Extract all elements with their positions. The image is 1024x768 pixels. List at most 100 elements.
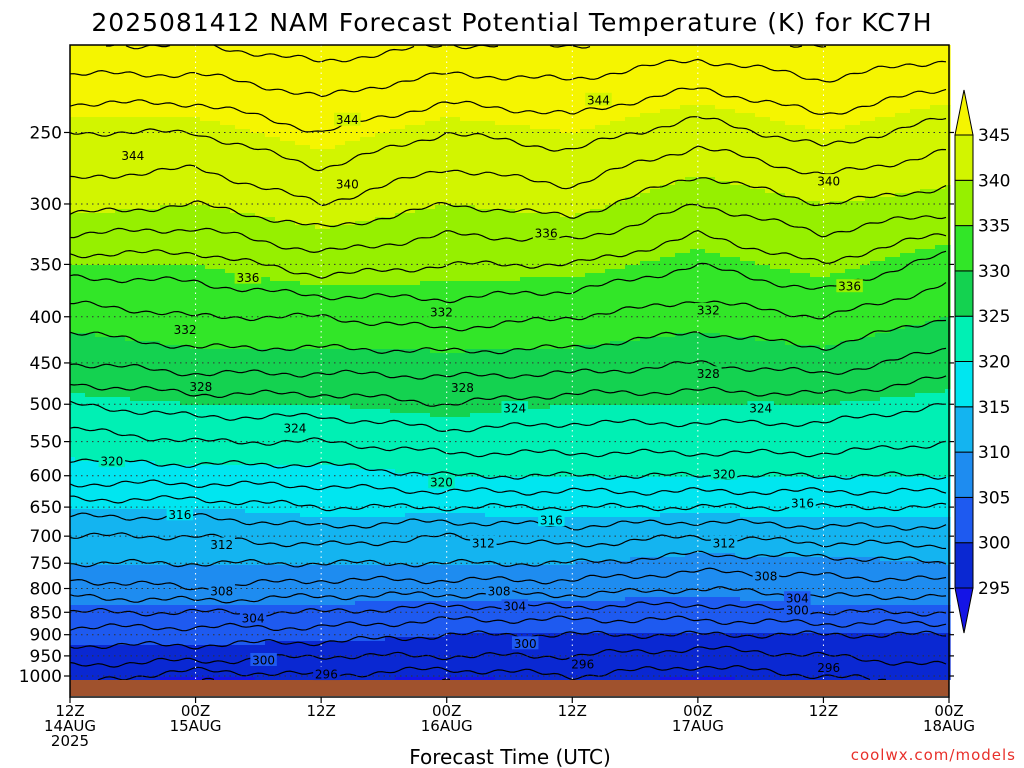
theta-fill-cell [855, 605, 861, 634]
theta-fill-cell [690, 597, 696, 634]
theta-fill-cell [585, 561, 591, 602]
theta-fill-cell [800, 125, 806, 202]
y-tick-label: 300 [30, 195, 62, 215]
theta-fill-cell [495, 413, 501, 478]
theta-fill-cell [650, 557, 656, 598]
theta-fill-cell [520, 409, 526, 478]
theta-fill-cell [770, 45, 776, 122]
theta-fill-cell [105, 461, 111, 510]
theta-fill-cell [250, 45, 256, 134]
theta-fill-cell [90, 509, 96, 566]
theta-fill-cell [445, 477, 451, 514]
theta-fill-cell [705, 253, 711, 334]
theta-fill-cell [450, 45, 456, 118]
theta-fill-cell [945, 517, 951, 566]
theta-fill-cell [215, 509, 221, 566]
theta-fill-cell [760, 45, 766, 118]
theta-fill-cell [875, 605, 881, 634]
theta-fill-cell [475, 565, 481, 602]
theta-fill-cell [625, 633, 631, 680]
theta-contour-312 [69, 532, 947, 550]
theta-fill-cell [120, 265, 126, 338]
theta-fill-cell [840, 341, 846, 402]
theta-fill-cell [910, 605, 916, 634]
theta-fill-cell [305, 285, 311, 350]
contour-label-bg [98, 454, 126, 468]
y-tick-label: 550 [30, 433, 62, 453]
theta-fill-cell [260, 605, 266, 646]
theta-fill-cell [395, 677, 401, 680]
theta-fill-cell [815, 633, 821, 680]
theta-fill-cell [90, 461, 96, 510]
y-tick-label: 900 [30, 626, 62, 646]
theta-fill-cell [285, 349, 291, 406]
contour-label: 344 [336, 113, 359, 127]
theta-fill-cell [700, 677, 706, 680]
theta-fill-cell [540, 129, 546, 214]
theta-fill-cell [680, 405, 686, 478]
theta-fill-cell [355, 349, 361, 410]
theta-fill-cell [315, 517, 321, 566]
theta-fill-cell [655, 113, 661, 190]
theta-fill-cell [300, 405, 306, 466]
theta-fill-cell [675, 633, 681, 678]
theta-fill-cell [405, 125, 411, 214]
theta-fill-cell [490, 477, 496, 518]
theta-fill-cell [240, 509, 246, 566]
theta-fill-cell [310, 565, 316, 606]
theta-fill-cell [505, 477, 511, 518]
theta-fill-cell [400, 517, 406, 566]
theta-fill-cell [350, 517, 356, 566]
theta-fill-cell [320, 405, 326, 466]
theta-fill-cell [110, 45, 116, 118]
theta-fill-cell [565, 277, 571, 350]
theta-fill-cell [90, 117, 96, 214]
theta-fill-cell [845, 125, 851, 202]
theta-fill-cell [470, 45, 476, 122]
theta-fill-cell [315, 405, 321, 466]
theta-fill-cell [340, 225, 346, 286]
theta-fill-cell [795, 45, 801, 126]
theta-fill-cell [70, 605, 76, 646]
theta-fill-cell [420, 125, 426, 210]
theta-fill-cell [585, 477, 591, 518]
theta-fill-cell [260, 133, 266, 218]
theta-fill-cell [660, 477, 666, 514]
theta-fill-cell [270, 513, 276, 566]
theta-fill-cell [750, 113, 756, 190]
theta-fill-cell [445, 117, 451, 206]
x-tick-label: 14AUG [44, 717, 96, 735]
theta-fill-cell [505, 413, 511, 478]
theta-fill-cell [925, 249, 931, 322]
theta-fill-cell [380, 349, 386, 410]
theta-fill-cell [535, 601, 541, 634]
theta-fill-cell [400, 677, 406, 680]
theta-fill-cell [360, 469, 366, 518]
theta-fill-cell [185, 565, 191, 606]
theta-fill-cell [200, 605, 206, 646]
theta-fill-cell [180, 509, 186, 566]
theta-fill-cell [690, 553, 696, 598]
theta-fill-cell [615, 341, 621, 406]
theta-fill-cell [620, 269, 626, 342]
theta-fill-cell [405, 513, 411, 566]
theta-fill-cell [845, 557, 851, 606]
theta-fill-cell [835, 557, 841, 606]
theta-fill-cell [820, 557, 826, 606]
theta-fill-cell [235, 645, 241, 678]
theta-fill-cell [255, 405, 261, 466]
theta-fill-cell [715, 109, 721, 182]
theta-fill-cell [665, 513, 671, 558]
theta-fill-cell [760, 341, 766, 406]
theta-fill-cell [805, 129, 811, 202]
theta-fill-cell [440, 513, 446, 566]
theta-fill-cell [75, 117, 81, 214]
theta-fill-cell [510, 565, 516, 602]
theta-fill-cell [610, 517, 616, 562]
theta-fill-cell [560, 405, 566, 478]
theta-fill-cell [325, 405, 331, 466]
theta-fill-cell [735, 557, 741, 598]
theta-fill-cell [460, 121, 466, 206]
theta-fill-cell [375, 469, 381, 518]
theta-fill-cell [235, 677, 241, 680]
